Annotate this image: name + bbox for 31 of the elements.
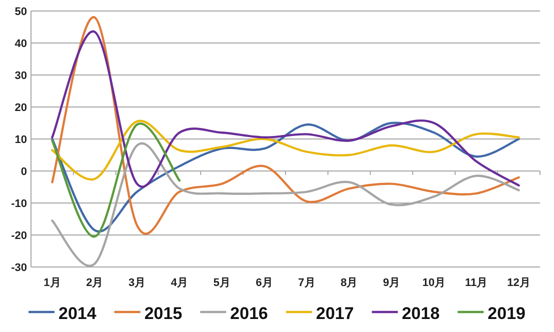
line-series [51,122,520,232]
y-tick-label: -30 [11,262,27,274]
legend-label: 2018 [402,304,440,323]
line-series [51,122,181,238]
legend-label: 2016 [230,304,268,323]
x-tick-label: 8月 [340,277,358,289]
x-tick-label: 10月 [422,277,446,289]
x-tick-label: 12月 [507,277,530,289]
x-tick-label: 1月 [44,277,61,289]
y-tick-label: 40 [14,38,27,50]
legend-label: 2019 [488,304,526,323]
x-tick-label: 2月 [86,277,104,289]
y-tick-label: 20 [14,102,27,114]
legend-label: 2017 [316,304,354,323]
x-tick-label: 5月 [213,277,230,289]
y-tick-label: 0 [20,166,27,178]
x-tick-label: 3月 [128,277,146,289]
y-tick-label: -20 [11,230,27,242]
legend-label: 2015 [144,304,182,323]
x-tick-label: 6月 [256,277,273,289]
x-tick-label: 11月 [465,277,488,289]
y-tick-label: 30 [14,70,27,82]
y-tick-label: 50 [14,6,27,18]
y-tick-label: -10 [11,198,27,210]
y-tick-label: 10 [14,134,27,146]
x-tick-label: 4月 [170,277,188,289]
x-tick-label: 7月 [298,277,316,289]
line-series [51,120,520,181]
x-tick-label: 9月 [382,277,400,289]
line-series [51,30,520,187]
legend-label: 2014 [58,304,97,323]
